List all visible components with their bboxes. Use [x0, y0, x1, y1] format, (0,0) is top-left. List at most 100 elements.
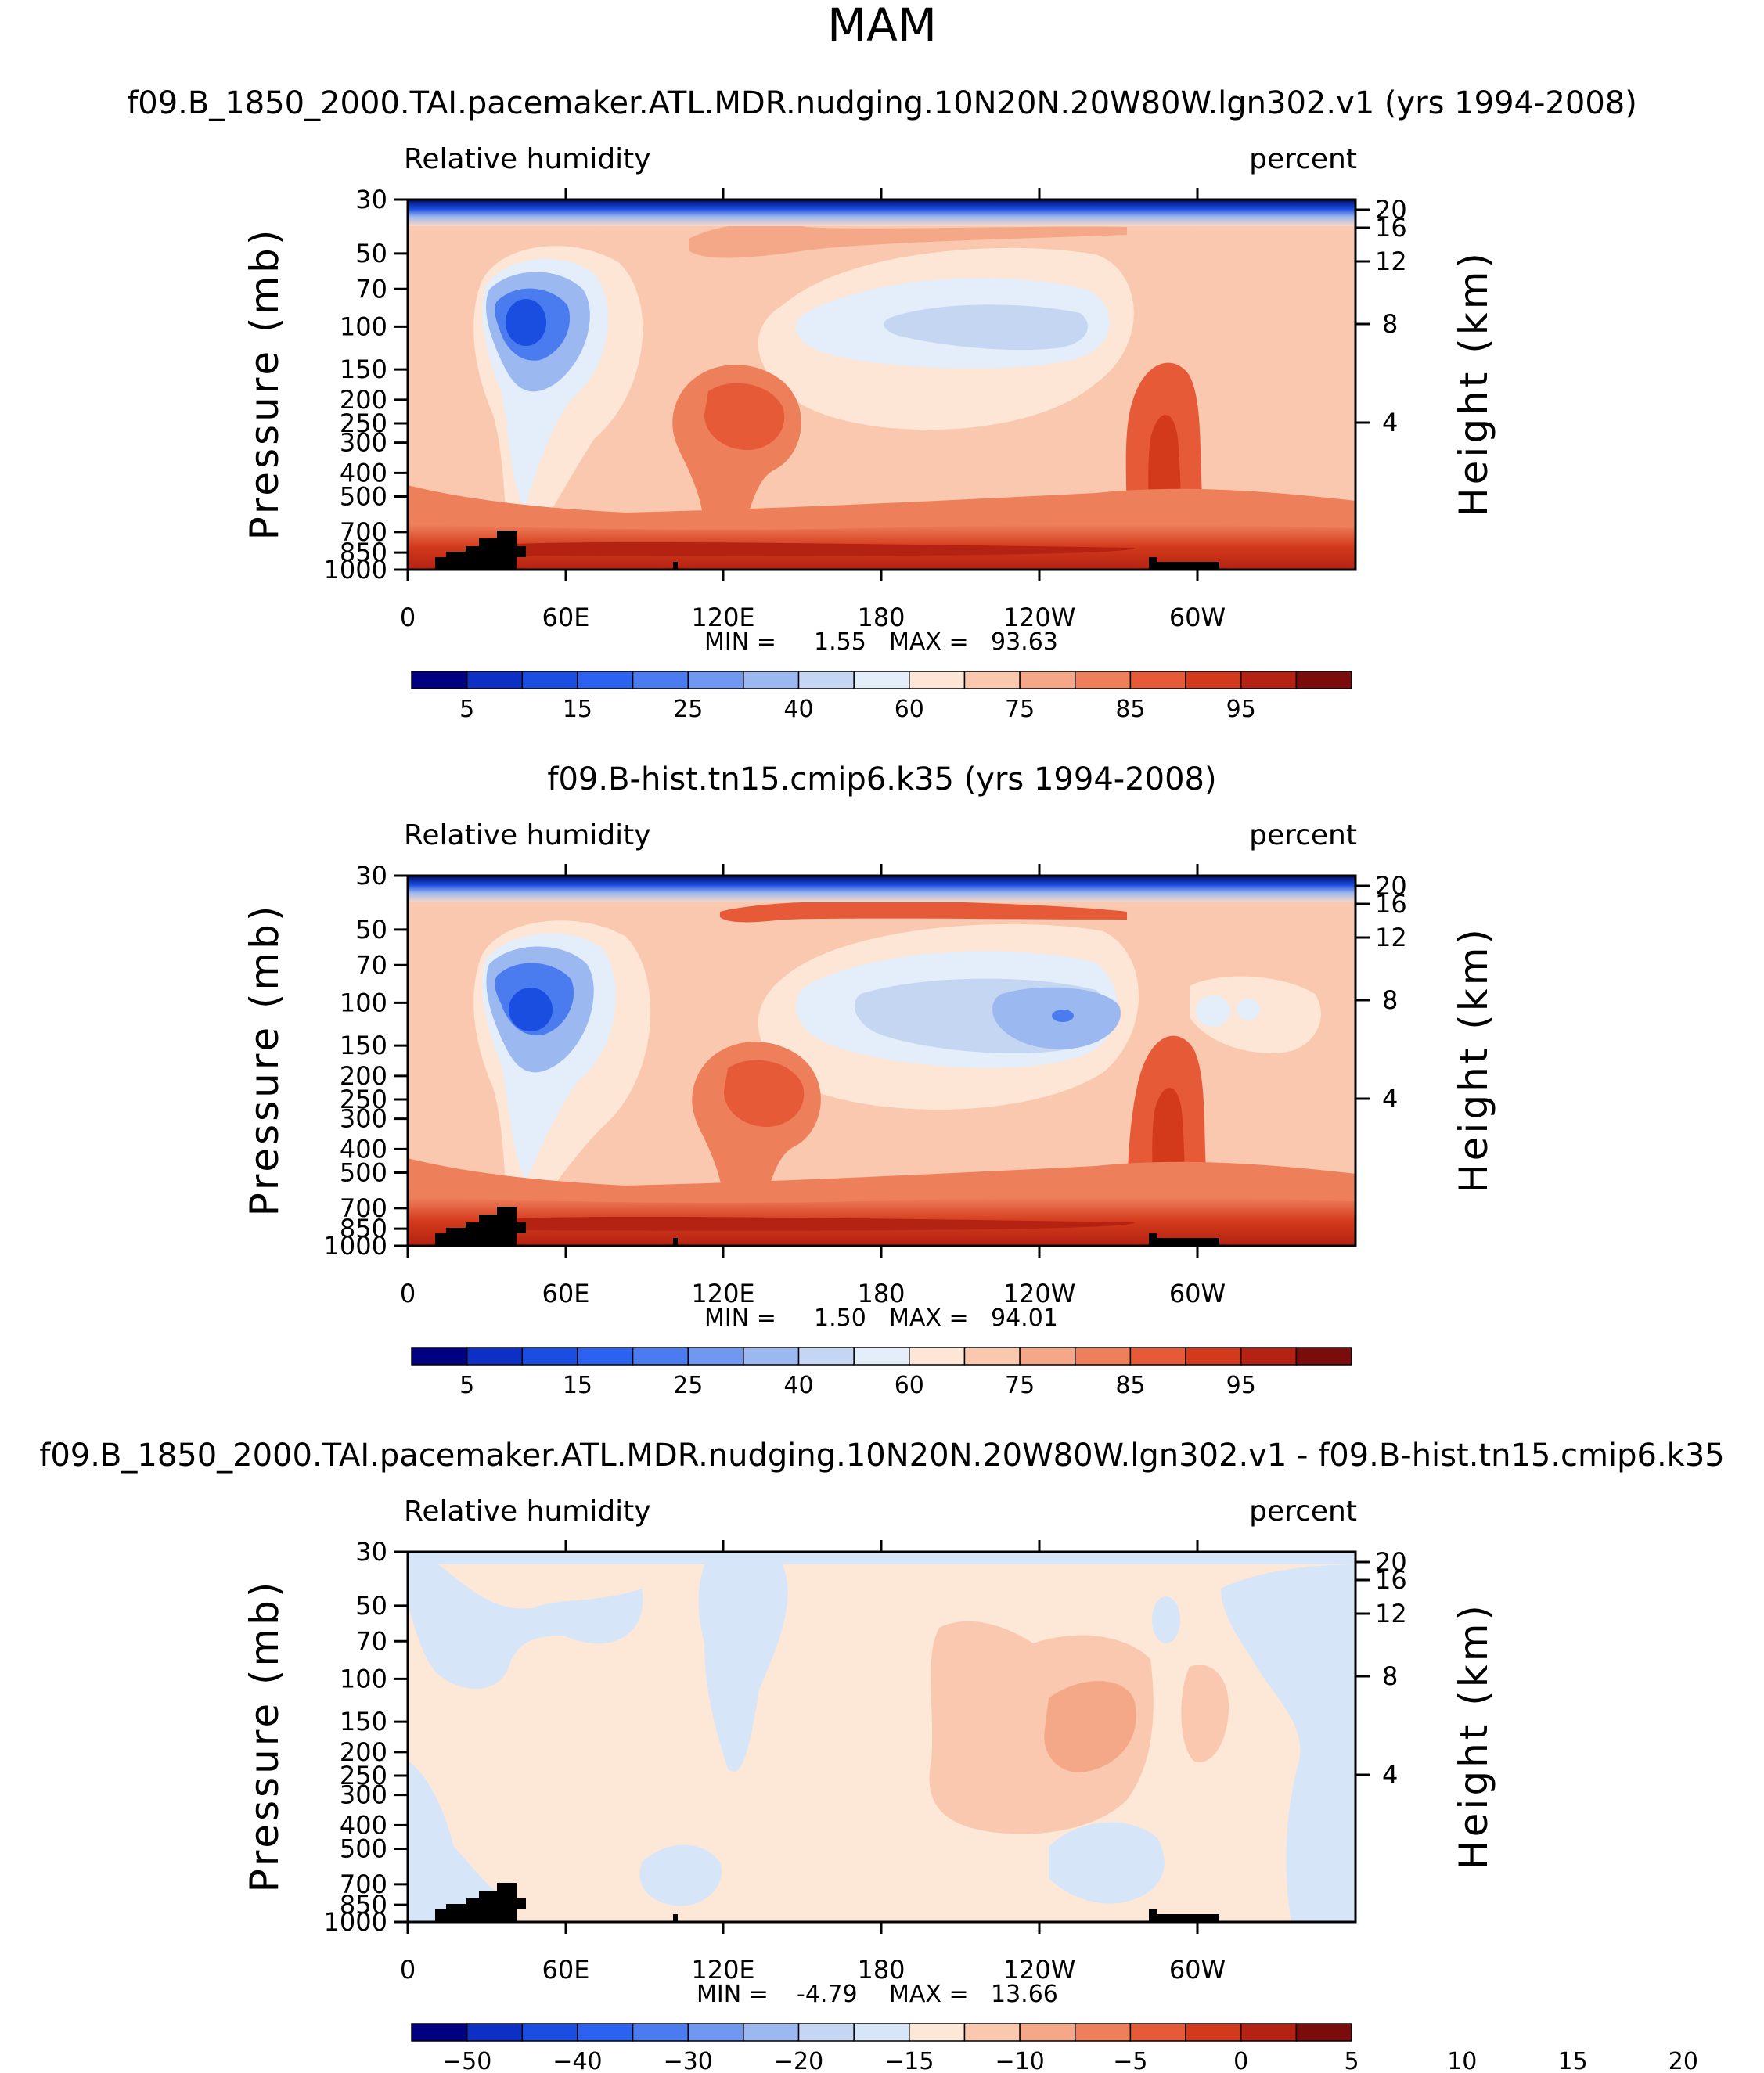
colorbar: −50−40−30−20−15−10−505101520304050 [411, 2023, 1698, 2073]
pressure-tick-label: 700 [340, 1193, 387, 1223]
colorbar-swatch [1075, 671, 1132, 689]
panel-title: f09.B_1850_2000.TAI.pacemaker.ATL.MDR.nu… [39, 1438, 1725, 1474]
y-axis-label: Pressure (mb) [242, 227, 287, 541]
x-tick-label: 60E [542, 603, 590, 632]
y2-axis-label: Height (km) [1451, 250, 1496, 517]
contour-level-5-to-10 [1181, 1665, 1229, 1762]
pressure-tick-label: 200 [340, 1737, 387, 1767]
topography-island [673, 562, 678, 570]
colorbar-swatch [466, 671, 524, 689]
height-tick-label: 4 [1382, 1760, 1398, 1790]
variable-label: Relative humidity [404, 1495, 651, 1528]
height-tick-label: 12 [1375, 923, 1407, 952]
pressure-tick-label: 30 [355, 1537, 387, 1567]
colorbar-label: 95 [1226, 696, 1256, 723]
colorbar-label: −5 [1113, 2048, 1147, 2070]
pressure-tick-label: 250 [340, 1761, 387, 1790]
pressure-tick-label: 400 [340, 1134, 387, 1164]
x-tick-label: 60W [1169, 1955, 1226, 1985]
colorbar-swatch [687, 1347, 744, 1366]
y2-axis-label: Height (km) [1451, 1602, 1496, 1870]
colorbar-swatch [743, 2023, 800, 2042]
pressure-tick-label: 850 [340, 1890, 387, 1920]
contour-level-neg5-to-0 [698, 1564, 788, 1772]
contour-level-15 [884, 304, 1088, 351]
x-axis: 0 60E 120E 180 120W 60W [400, 188, 1226, 632]
colorbar-swatch [577, 671, 634, 689]
topography-africa [435, 1883, 526, 1922]
height-tick-label: 8 [1382, 985, 1398, 1015]
colorbar-swatch [577, 2023, 634, 2042]
pressure-tick-label: 150 [340, 1031, 387, 1060]
max-label: MAX = [889, 628, 969, 656]
colorbar-label: 20 [1669, 2048, 1698, 2070]
colorbar-label: 25 [673, 696, 703, 723]
colorbar-swatch [1129, 2023, 1186, 2042]
contour-level-moist-core [724, 1060, 805, 1127]
units-label: percent [1249, 1495, 1357, 1528]
pressure-tick-label: 1000 [324, 1907, 387, 1937]
panel-experiment: f09.B_1850_2000.TAI.pacemaker.ATL.MDR.nu… [127, 85, 1637, 723]
topography-island [673, 1914, 678, 1922]
colorbar-label: 15 [1557, 2048, 1587, 2070]
x-tick-label: 60W [1169, 603, 1226, 632]
colorbar-swatch [521, 2023, 578, 2042]
topography-africa [435, 531, 526, 570]
contour-level-neg5-to-0 [408, 1564, 643, 1690]
contour-level-dry-min [506, 299, 546, 346]
colorbar-swatch [909, 2023, 966, 2042]
x-tick-label: 180 [857, 603, 905, 632]
colorbar-label: −10 [995, 2048, 1044, 2070]
colorbar-label: 40 [783, 1372, 813, 1399]
colorbar-swatch [1075, 2023, 1132, 2042]
colorbar-label: 60 [895, 1372, 924, 1399]
colorbar-swatch [521, 1347, 578, 1366]
pressure-tick-label: 400 [340, 458, 387, 488]
contour-level-5 [1052, 1010, 1074, 1022]
colorbar-label: 75 [1005, 1372, 1035, 1399]
y-axis-label: Pressure (mb) [242, 1579, 287, 1893]
panel-title: f09.B-hist.tn15.cmip6.k35 (yrs 1994-2008… [547, 761, 1216, 797]
topography-andes [1149, 1233, 1219, 1246]
colorbar-label: −50 [442, 2048, 491, 2070]
x-tick-label: 120E [691, 1279, 754, 1308]
pressure-tick-label: 850 [340, 538, 387, 567]
colorbar-swatch [1129, 671, 1186, 689]
contour-level-10-to-15 [1044, 1681, 1136, 1772]
contour-level-neg5-to-0 [408, 1552, 1355, 1564]
colorbar-label: −40 [553, 2048, 602, 2070]
contour-level-neg5-to-0 [1152, 1596, 1180, 1643]
colorbar-label: 95 [1226, 1372, 1256, 1399]
y2-axis-label: Height (km) [1451, 926, 1496, 1193]
colorbar-label: 85 [1115, 1372, 1145, 1399]
units-label: percent [1249, 143, 1357, 175]
colorbar-swatch [687, 2023, 744, 2042]
contour-level-neg5-to-0 [1221, 1564, 1355, 1922]
pressure-tick-label: 200 [340, 385, 387, 415]
colorbar-swatch [1185, 671, 1242, 689]
x-tick-label: 0 [400, 1955, 416, 1985]
colorbar: 5 15 25 40 60 75 85 95 [411, 1347, 1352, 1399]
pressure-tick-label: 1000 [324, 1231, 387, 1261]
colorbar-swatch [797, 2023, 855, 2042]
pressure-tick-label: 400 [340, 1810, 387, 1840]
pressure-tick-label: 300 [340, 428, 387, 458]
colorbar-swatch [963, 1347, 1021, 1366]
colorbar-swatch [632, 671, 689, 689]
contour-level-west-dry-core [1196, 995, 1230, 1027]
pressure-tick-label: 70 [355, 274, 387, 304]
colorbar-swatch [1240, 1347, 1298, 1366]
pressure-tick-label: 50 [355, 1591, 387, 1621]
height-tick-label: 20 [1375, 871, 1407, 901]
contour-level-dry-min [509, 988, 553, 1031]
pressure-tick-label: 700 [340, 517, 387, 547]
pressure-tick-label: 300 [340, 1780, 387, 1810]
height-tick-label: 8 [1382, 1661, 1398, 1691]
pressure-tick-label: 500 [340, 1158, 387, 1188]
x-tick-label: 0 [400, 1279, 416, 1308]
colorbar-swatch [963, 671, 1021, 689]
colorbar-swatch [1129, 1347, 1186, 1366]
